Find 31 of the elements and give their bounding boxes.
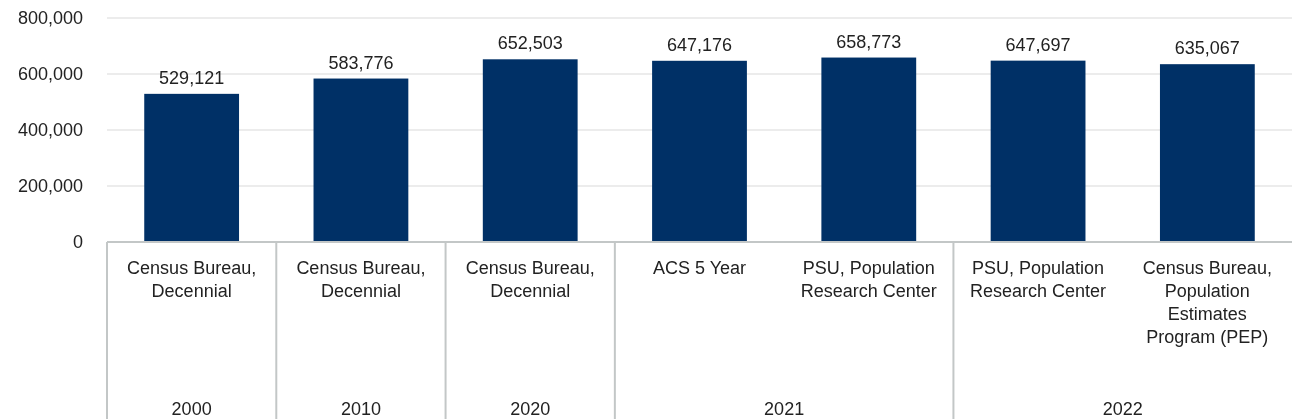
x-tick-label: Census Bureau, Decennial [127, 258, 257, 301]
y-tick-label: 400,000 [17, 120, 83, 141]
text: 2022 [1102, 399, 1143, 419]
bar [313, 78, 409, 242]
data-label: 647,176 [666, 34, 733, 55]
bar [144, 93, 240, 242]
x-tick-label: Census Bureau, Population Estimates Program (PEP) [1142, 258, 1272, 347]
bar [482, 59, 578, 242]
text: 2010 [340, 399, 381, 419]
x-tick-label: Census Bureau, Decennial [465, 258, 595, 301]
bar [990, 60, 1086, 242]
y-tick-label: 200,000 [17, 176, 83, 197]
bar [821, 57, 917, 242]
x-tick-label: ACS 5 Year [652, 258, 747, 278]
text: 2000 [171, 399, 212, 419]
text: 2021 [764, 399, 805, 419]
x-tick-label: Census Bureau, Decennial [296, 258, 426, 301]
data-label: 658,773 [836, 31, 902, 52]
data-label: 583,776 [328, 52, 394, 73]
data-label: 652,503 [497, 33, 563, 54]
y-tick-label: 600,000 [17, 64, 83, 85]
data-label: 647,697 [1005, 34, 1071, 55]
bar [652, 60, 747, 242]
data-label: 529,121 [159, 67, 225, 88]
y-tick-label: 800,000 [17, 8, 83, 29]
data-label: 635,067 [1174, 38, 1240, 59]
x-tick-label: PSU, Population Research Center [970, 258, 1107, 301]
text: 2020 [510, 399, 551, 419]
x-tick-label: PSU, Population Research Center [800, 258, 937, 301]
bar [1159, 64, 1255, 242]
y-tick-label: 0 [72, 232, 83, 253]
